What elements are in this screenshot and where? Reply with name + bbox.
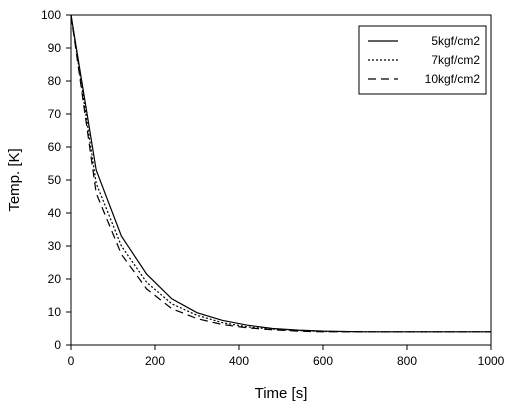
x-axis-title: Time [s]	[255, 385, 308, 402]
x-tick-label: 600	[313, 354, 333, 368]
y-tick-label: 0	[54, 338, 61, 352]
legend-label: 5kgf/cm2	[431, 34, 480, 48]
legend: 5kgf/cm2 7kgf/cm2 10kgf/cm2	[358, 25, 487, 95]
legend-label: 7kgf/cm2	[431, 53, 480, 67]
y-axis-title: Temp. [K]	[6, 148, 23, 211]
legend-label: 10kgf/cm2	[425, 72, 481, 86]
y-tick-label: 90	[48, 41, 62, 55]
legend-items: 5kgf/cm2 7kgf/cm2 10kgf/cm2	[368, 34, 480, 86]
y-tick-label: 20	[48, 272, 62, 286]
x-tick-label: 800	[397, 354, 417, 368]
y-tick-label: 30	[48, 239, 62, 253]
y-tick-label: 80	[48, 74, 62, 88]
x-tick-label: 400	[229, 354, 249, 368]
y-tick-label: 70	[48, 107, 62, 121]
y-tick-label: 60	[48, 140, 62, 154]
x-tick-label: 0	[68, 354, 75, 368]
y-tick-label: 40	[48, 206, 62, 220]
x-tick-label: 200	[145, 354, 165, 368]
x-axis-ticks: 0 200 400 600 800 1000	[68, 345, 505, 368]
y-tick-label: 100	[41, 8, 61, 22]
series-line-2	[70, 14, 491, 333]
x-tick-label: 1000	[478, 354, 505, 368]
y-axis-ticks: 0 10 20 30 40 50 60 70 80 90 100	[41, 8, 71, 352]
series-layer	[70, 14, 491, 333]
series-line-3	[70, 14, 491, 333]
y-tick-label: 10	[48, 305, 62, 319]
y-tick-label: 50	[48, 173, 62, 187]
